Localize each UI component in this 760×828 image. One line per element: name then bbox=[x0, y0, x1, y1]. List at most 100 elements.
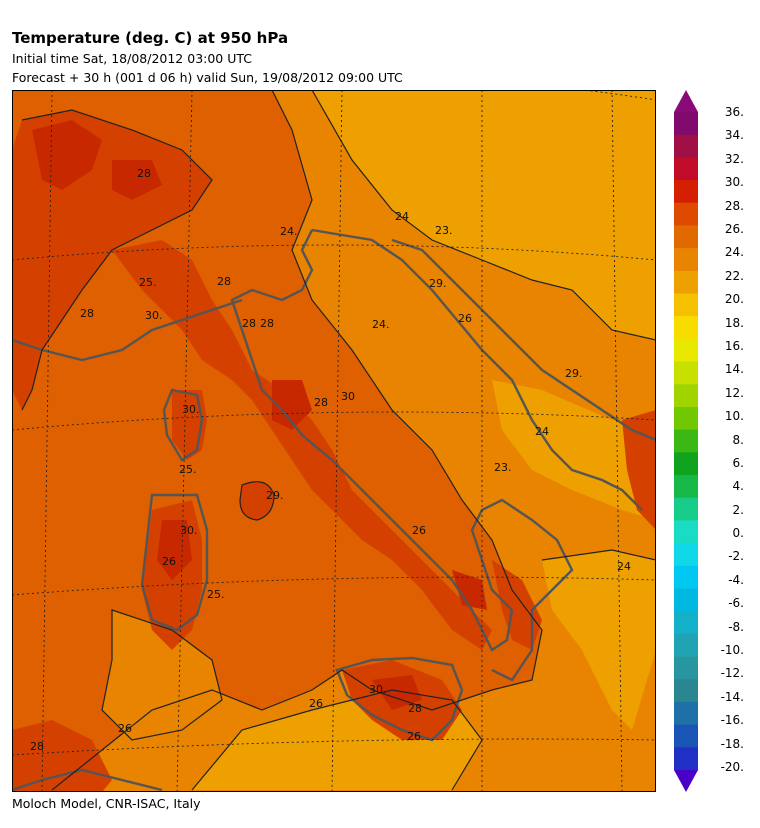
colorbar-swatch bbox=[674, 611, 698, 635]
colorbar-swatch bbox=[674, 270, 698, 295]
colorbar-tick-label: -8. bbox=[728, 619, 744, 634]
colorbar-top-arrow bbox=[674, 90, 698, 112]
colorbar-swatch bbox=[674, 679, 698, 703]
colorbar-tick-label: 36. bbox=[724, 105, 744, 119]
colorbar-tick-label: 8. bbox=[732, 432, 744, 447]
colorbar-tick-label: -16. bbox=[720, 713, 744, 728]
contour-label: 25. bbox=[139, 276, 157, 289]
colorbar-tick-label: 16. bbox=[724, 338, 744, 353]
colorbar-tick-label: 6. bbox=[732, 455, 744, 470]
contour-label: 29. bbox=[429, 277, 447, 290]
colorbar-swatch bbox=[674, 701, 698, 726]
colorbar-tick-label: 2. bbox=[732, 502, 744, 517]
contour-label: 30 bbox=[341, 390, 355, 403]
contour-label: 24. bbox=[372, 318, 390, 331]
contour-label: 24 bbox=[535, 425, 549, 438]
colorbar-tick-label: -2. bbox=[728, 549, 744, 564]
colorbar-tick-label: 14. bbox=[724, 362, 744, 377]
coast-sicily bbox=[335, 656, 464, 742]
lat-lon-grid bbox=[12, 90, 656, 792]
colorbar-tick-label: 32. bbox=[724, 151, 744, 166]
color-scale-labels: 36. 34. 32. 30. 28. 26. 24. 22. 20. 18. 16. 14. 12. 1… bbox=[712, 0, 760, 828]
colorbar-swatch bbox=[674, 452, 698, 476]
colorbar-tick-label: 4. bbox=[732, 479, 744, 494]
colorbar-tick-label: 22. bbox=[724, 268, 744, 283]
field-30-32-alps bbox=[32, 120, 102, 190]
colorbar-swatch bbox=[674, 406, 698, 431]
colorbar-swatch bbox=[674, 112, 698, 136]
field-28-30-bottom-left bbox=[12, 720, 112, 792]
field-22-24-balkans bbox=[492, 380, 656, 520]
colorbar-tick-label: -14. bbox=[720, 689, 744, 704]
contour-label: 26 bbox=[458, 312, 472, 325]
colorbar-swatch bbox=[674, 316, 698, 340]
contour-label: 25. bbox=[179, 463, 197, 476]
chart-title: Temperature (deg. C) at 950 hPa bbox=[12, 29, 289, 47]
colorbar-swatch bbox=[674, 225, 698, 249]
colorbar-swatch bbox=[674, 747, 698, 771]
field-30-32-sicily bbox=[372, 675, 422, 710]
colorbar-swatch bbox=[674, 497, 698, 522]
field-30-32-sardinia bbox=[157, 520, 192, 580]
colorbar-bottom-arrow bbox=[674, 770, 698, 792]
field-30-32-italy bbox=[272, 380, 312, 430]
colorbar-swatch bbox=[674, 565, 698, 590]
color-scale-bar bbox=[674, 90, 698, 792]
colorbar-tick-label: -20. bbox=[720, 760, 744, 774]
contour-label: 30. bbox=[145, 309, 163, 322]
contour-labels: 28 24. 24 23. 25. 28 30. 28 28 29. 24. 2… bbox=[30, 167, 631, 753]
contour-label: 23. bbox=[435, 224, 453, 237]
contour-label: 30. bbox=[180, 524, 198, 537]
contour-label: 28 bbox=[408, 702, 422, 715]
coast-africa bbox=[12, 768, 163, 792]
field-28-30-north-italy bbox=[112, 240, 492, 650]
field-30-32-alps-2 bbox=[112, 160, 162, 200]
contour-label: 24 bbox=[395, 210, 409, 223]
coast-italy bbox=[230, 228, 643, 682]
contour-label: 28 bbox=[137, 167, 151, 180]
contour-label: 26 bbox=[407, 730, 421, 743]
colorbar-swatch bbox=[674, 157, 698, 181]
contour-label: 28 bbox=[80, 307, 94, 320]
contour-label: 26 bbox=[118, 722, 132, 735]
coast-corsica bbox=[162, 388, 204, 462]
colorbar-swatch bbox=[674, 588, 698, 612]
colorbar-tick-label: 20. bbox=[724, 292, 744, 307]
colorbar-tick-label: 10. bbox=[724, 409, 744, 424]
forecast-valid-text: Forecast + 30 h (001 d 06 h) valid Sun, … bbox=[12, 70, 403, 85]
field-28-30-east-edge bbox=[622, 410, 656, 530]
coast-sardinia bbox=[140, 493, 209, 632]
contour-label: 28 bbox=[314, 396, 328, 409]
model-credit: Moloch Model, CNR-ISAC, Italy bbox=[12, 796, 201, 811]
contour-label: 24. bbox=[280, 225, 298, 238]
colorbar-tick-label: 24. bbox=[724, 245, 744, 260]
colorbar-swatch bbox=[674, 293, 698, 317]
colorbar-tick-label: -10. bbox=[720, 643, 744, 658]
colorbar-tick-label: -4. bbox=[728, 572, 744, 587]
contour-label: 24 bbox=[617, 560, 631, 573]
contour-label: 28 bbox=[217, 275, 231, 288]
temperature-map: 28 24. 24 23. 25. 28 30. 28 28 29. 24. 2… bbox=[12, 90, 656, 792]
field-30-32-puglia bbox=[452, 570, 487, 610]
colorbar-swatch bbox=[674, 633, 698, 658]
contour-label: 29. bbox=[266, 489, 284, 502]
contour-label: 26 bbox=[162, 555, 176, 568]
contour-label: 28 bbox=[30, 740, 44, 753]
contour-label: 28 bbox=[260, 317, 274, 330]
map-frame bbox=[12, 90, 656, 792]
colorbar-swatch bbox=[674, 724, 698, 748]
contour-label: 25. bbox=[207, 588, 225, 601]
contour-label: 30. bbox=[369, 683, 387, 696]
colorbar-swatch bbox=[674, 543, 698, 567]
colorbar-tick-label: -12. bbox=[720, 666, 744, 681]
colorbar-swatch bbox=[674, 384, 698, 408]
contour-label: 23. bbox=[494, 461, 512, 474]
colorbar-swatch bbox=[674, 361, 698, 385]
field-22-24-ionian bbox=[542, 550, 656, 730]
colorbar-tick-label: 12. bbox=[724, 385, 744, 400]
contour-label: 26 bbox=[309, 697, 323, 710]
colorbar-swatch bbox=[674, 338, 698, 363]
colorbar-swatch bbox=[674, 429, 698, 453]
contour-label: 26 bbox=[412, 524, 426, 537]
field-26-28-sardinia-sea bbox=[102, 610, 222, 740]
